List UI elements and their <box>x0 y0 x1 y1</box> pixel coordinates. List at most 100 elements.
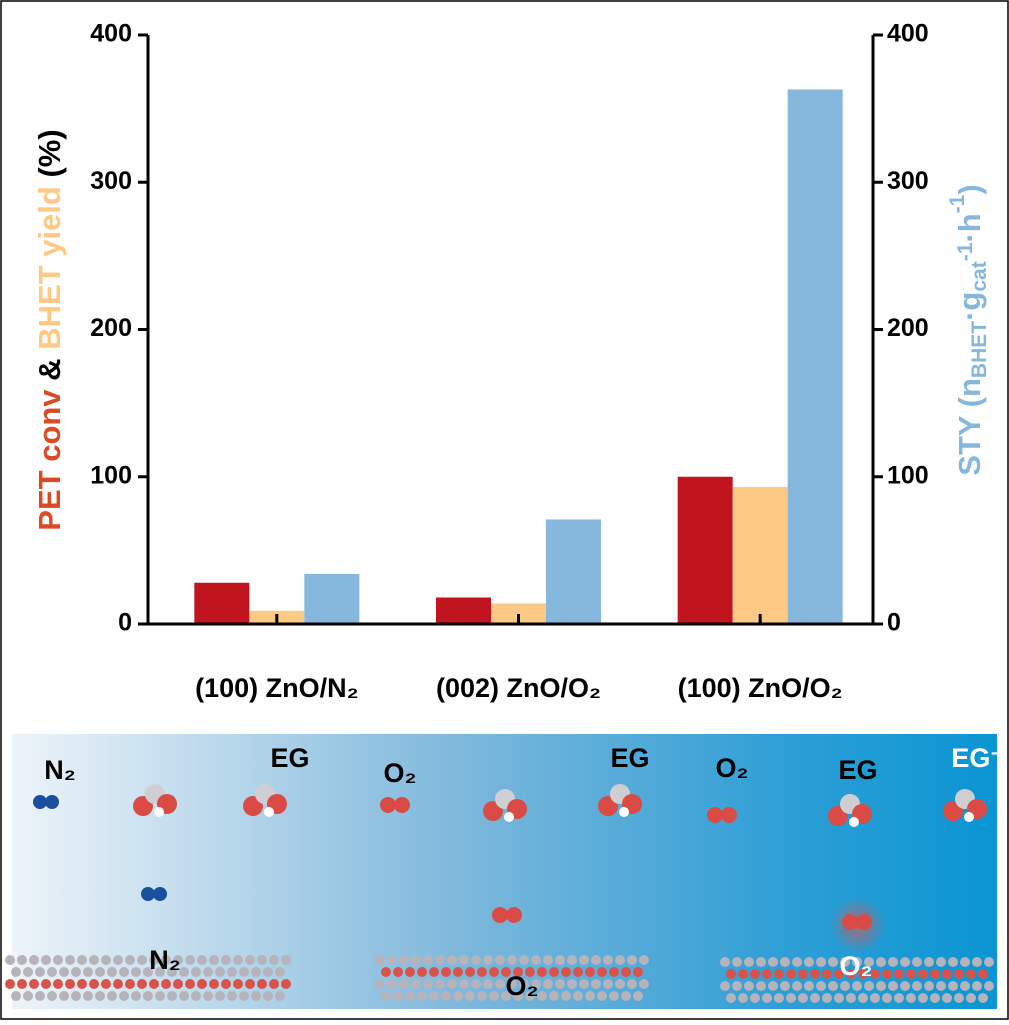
atom <box>399 979 409 989</box>
illustration-label: O₂ <box>384 758 417 788</box>
atom <box>411 979 421 989</box>
atom <box>41 955 51 965</box>
label-part: BHET <box>968 321 991 378</box>
atom <box>942 993 952 1003</box>
atom <box>720 957 730 967</box>
atom <box>942 969 952 979</box>
atom <box>849 817 859 827</box>
atom <box>33 795 47 809</box>
atom <box>732 981 742 991</box>
atom <box>609 991 619 1001</box>
bar <box>733 487 788 624</box>
atom <box>429 991 439 1001</box>
atom <box>107 967 117 977</box>
atom <box>894 969 904 979</box>
atom <box>143 991 153 1001</box>
atom <box>227 967 237 977</box>
y2-axis-label: STY (nBHET·gcat-1·h-1) <box>946 184 991 475</box>
atom <box>215 991 225 1001</box>
atom <box>852 981 862 991</box>
atom <box>573 967 583 977</box>
atom <box>619 807 629 817</box>
atom <box>29 979 39 989</box>
atom <box>417 967 427 977</box>
label-part: & <box>32 358 67 380</box>
atom <box>555 955 565 965</box>
atom <box>233 979 243 989</box>
atom <box>275 967 285 977</box>
atom <box>245 979 255 989</box>
atom <box>816 981 826 991</box>
atom <box>441 991 451 1001</box>
atom <box>936 957 946 967</box>
atom <box>399 955 409 965</box>
atom <box>834 993 844 1003</box>
atom <box>912 957 922 967</box>
atom <box>41 979 51 989</box>
label-part: BHET yield <box>32 186 67 350</box>
atom <box>864 981 874 991</box>
atom <box>768 957 778 967</box>
atom <box>59 967 69 977</box>
atom <box>720 981 730 991</box>
atom <box>459 955 469 965</box>
atom <box>639 979 649 989</box>
atom <box>954 993 964 1003</box>
atom <box>924 957 934 967</box>
bar <box>304 574 359 624</box>
atom <box>101 979 111 989</box>
atom <box>197 979 207 989</box>
illustration-label: EG <box>610 743 649 773</box>
atom <box>756 957 766 967</box>
atom <box>750 969 760 979</box>
atom <box>281 955 291 965</box>
atom <box>35 991 45 1001</box>
atom <box>495 955 505 965</box>
atom <box>930 993 940 1003</box>
atom <box>185 979 195 989</box>
atom <box>786 993 796 1003</box>
atom <box>585 991 595 1001</box>
atom <box>900 981 910 991</box>
atom <box>191 991 201 1001</box>
atom <box>822 969 832 979</box>
atom <box>549 991 559 1001</box>
atom <box>828 981 838 991</box>
atom <box>429 967 439 977</box>
atom <box>221 955 231 965</box>
atom <box>95 967 105 977</box>
label-part: STY <box>952 415 987 476</box>
atom <box>65 979 75 989</box>
atom <box>483 979 493 989</box>
atom <box>774 969 784 979</box>
atom <box>387 955 397 965</box>
atom <box>798 993 808 1003</box>
atom <box>555 979 565 989</box>
atom <box>756 981 766 991</box>
atom <box>549 967 559 977</box>
atom <box>35 967 45 977</box>
atom <box>936 981 946 991</box>
atom <box>483 955 493 965</box>
atom <box>888 957 898 967</box>
atom <box>842 914 858 930</box>
y2-tick-label: 0 <box>887 609 901 637</box>
atom <box>393 967 403 977</box>
bar <box>678 477 733 624</box>
atom <box>489 991 499 1001</box>
atom <box>125 979 135 989</box>
atom <box>167 991 177 1001</box>
atom <box>543 955 553 965</box>
atom <box>101 955 111 965</box>
atom <box>543 979 553 989</box>
atom <box>960 981 970 991</box>
atom <box>209 979 219 989</box>
y-tick-label: 100 <box>90 461 132 489</box>
atom <box>375 955 385 965</box>
illustration-label: O₂ <box>716 753 749 783</box>
atom <box>597 991 607 1001</box>
bar <box>194 583 249 624</box>
y2-tick-label: 300 <box>887 167 929 195</box>
atom <box>423 979 433 989</box>
atom <box>633 967 643 977</box>
